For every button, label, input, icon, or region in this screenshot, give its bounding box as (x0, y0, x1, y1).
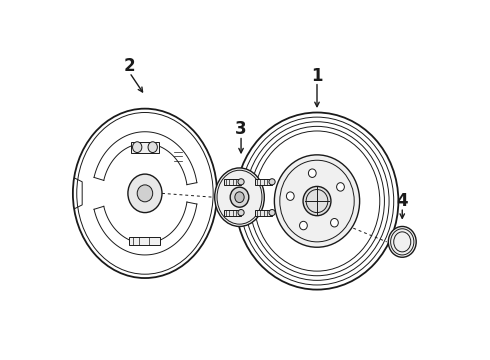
Ellipse shape (73, 109, 217, 278)
Bar (224, 210, 241, 216)
Ellipse shape (236, 112, 398, 289)
Ellipse shape (238, 179, 244, 185)
Ellipse shape (337, 183, 344, 191)
Text: 3: 3 (235, 121, 247, 139)
Bar (131, 142, 159, 153)
Bar (224, 179, 241, 185)
Ellipse shape (308, 169, 316, 177)
Text: 4: 4 (396, 192, 408, 210)
Ellipse shape (230, 187, 249, 207)
Bar (129, 237, 160, 245)
Text: 1: 1 (311, 67, 323, 85)
Ellipse shape (269, 179, 275, 185)
Ellipse shape (215, 168, 264, 226)
Ellipse shape (274, 155, 360, 247)
Ellipse shape (303, 186, 331, 216)
Bar (255, 210, 272, 216)
Ellipse shape (269, 210, 275, 216)
Ellipse shape (133, 142, 142, 153)
Ellipse shape (238, 210, 244, 216)
Ellipse shape (388, 226, 416, 257)
Ellipse shape (331, 219, 338, 227)
Ellipse shape (137, 185, 153, 202)
Ellipse shape (148, 142, 157, 153)
Ellipse shape (287, 192, 294, 201)
Ellipse shape (235, 192, 244, 203)
Bar (255, 179, 272, 185)
Ellipse shape (128, 174, 162, 213)
Text: 2: 2 (123, 57, 135, 75)
Ellipse shape (299, 221, 307, 230)
